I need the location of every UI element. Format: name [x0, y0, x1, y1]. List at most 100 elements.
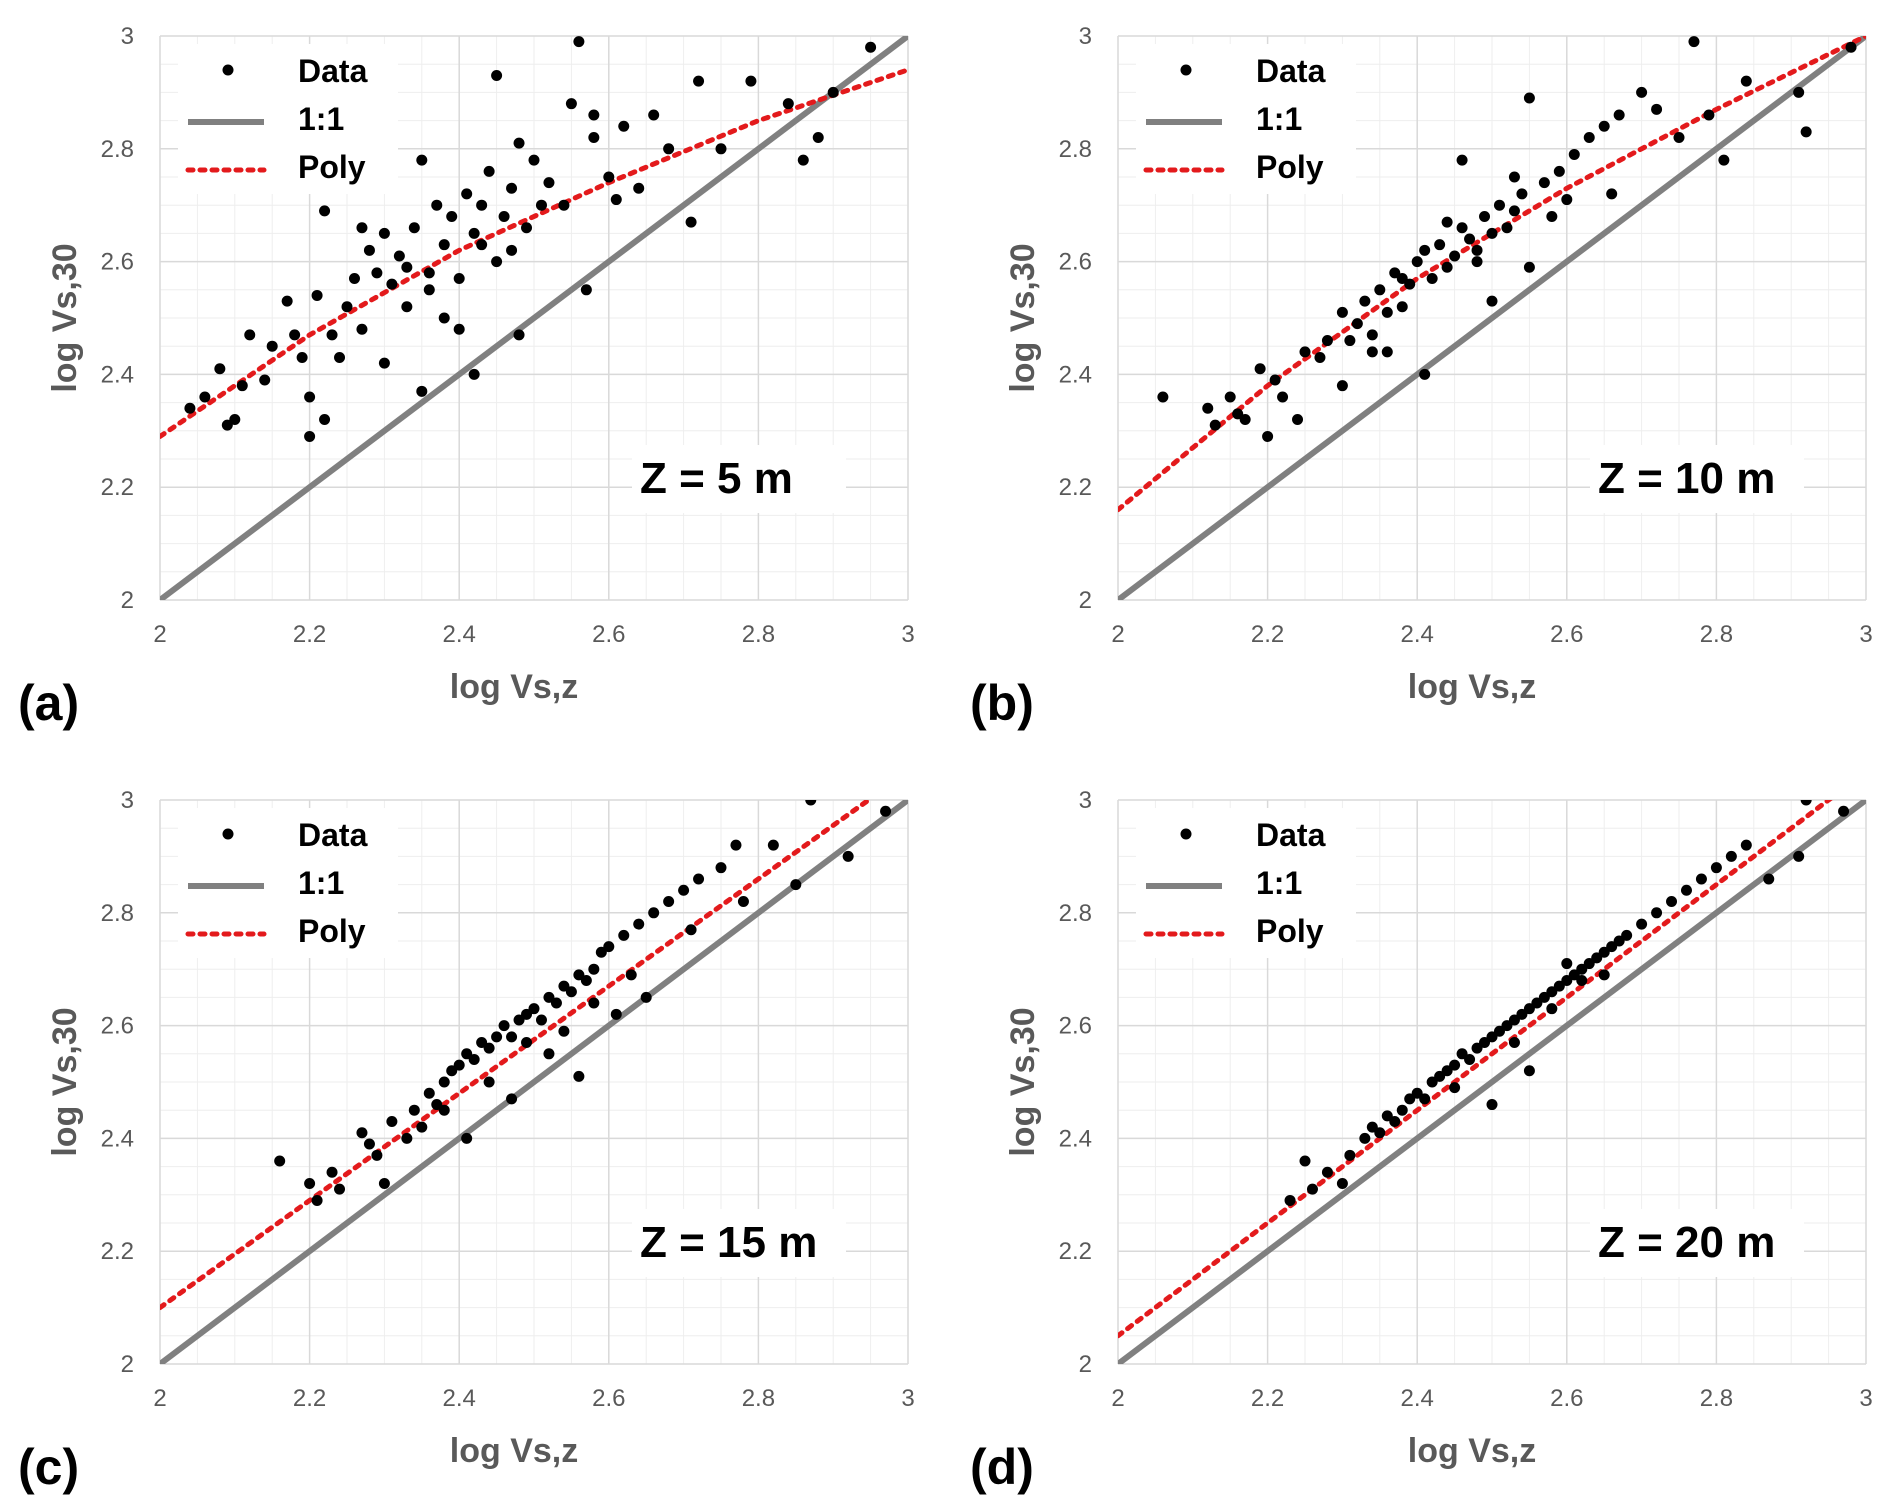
panel-label: (b): [970, 675, 1034, 731]
x-tick-label: 3: [1859, 621, 1872, 648]
data-point: [1366, 346, 1378, 358]
data-point: [618, 929, 630, 941]
data-point: [1441, 216, 1453, 228]
data-point: [476, 199, 488, 211]
data-point: [678, 884, 690, 896]
data-point: [610, 1008, 622, 1020]
legend: Data 1:1 Poly: [178, 808, 398, 958]
data-point: [378, 357, 390, 369]
data-point: [1157, 391, 1169, 403]
plot-area: [160, 800, 908, 1364]
x-tick-label: 2.2: [1251, 621, 1284, 648]
data-point: [805, 800, 817, 806]
data-point: [1471, 244, 1483, 256]
x-tick-label: 2.8: [1700, 1385, 1733, 1412]
poly-fit-curve: [1118, 800, 1833, 1339]
data-point: [1202, 402, 1214, 414]
data-point: [506, 244, 518, 256]
legend-label: 1:1: [1256, 101, 1302, 137]
data-point: [1800, 800, 1812, 806]
x-tick-label: 2.4: [1401, 621, 1434, 648]
data-point: [214, 363, 226, 375]
data-point: [1516, 188, 1528, 200]
data-point: [408, 222, 420, 234]
data-point: [618, 120, 630, 132]
y-tick-label: 2.4: [101, 1125, 134, 1152]
data-point: [1501, 222, 1513, 234]
x-axis-title: log Vs,z: [1408, 1432, 1536, 1470]
legend-marker-data: [1180, 64, 1192, 76]
data-point: [334, 351, 346, 363]
data-point: [513, 1014, 525, 1026]
x-tick-label: 3: [1859, 1385, 1872, 1412]
data-point: [1381, 306, 1393, 318]
data-point: [506, 1093, 518, 1105]
legend-label: Data: [298, 817, 368, 853]
y-tick-label: 3: [1079, 787, 1092, 814]
y-tick-label: 3: [121, 787, 134, 814]
data-point: [1553, 980, 1565, 992]
data-point: [1583, 958, 1595, 970]
data-point: [1568, 969, 1580, 981]
data-point: [1344, 1149, 1356, 1161]
plot-area: [1118, 800, 1866, 1364]
data-point: [319, 205, 331, 217]
data-point: [633, 918, 645, 930]
data-point: [356, 1127, 368, 1139]
data-point: [550, 997, 562, 1009]
panel-b: 2 2.2 2.4 2.6 2.8 3 2 2.2 2.4 2.6 2.8 3 Data 1:1 Poly Z…: [970, 23, 1873, 731]
one-to-one-line: [160, 800, 908, 1364]
data-point: [865, 41, 877, 53]
data-point: [476, 239, 488, 251]
data-point: [378, 227, 390, 239]
data-point: [663, 896, 675, 908]
data-point: [266, 340, 278, 352]
y-tick-label: 2: [1079, 1351, 1092, 1378]
data-point: [236, 380, 248, 392]
x-tick-label: 2.6: [1550, 1385, 1583, 1412]
y-axis-title: log Vs,30: [46, 1007, 84, 1156]
data-point: [431, 1099, 443, 1111]
y-tick-label: 3: [1079, 23, 1092, 50]
data-point: [812, 132, 824, 144]
data-point: [1523, 92, 1535, 104]
data-point: [393, 250, 405, 262]
data-point: [880, 805, 892, 817]
data-point: [730, 839, 742, 851]
data-point: [1449, 250, 1461, 262]
data-point: [401, 301, 413, 313]
data-point: [1239, 414, 1251, 426]
data-point: [648, 109, 660, 121]
data-point: [528, 1003, 540, 1015]
data-point: [1740, 839, 1752, 851]
x-tick-label: 3: [901, 621, 914, 648]
data-point: [1651, 907, 1663, 919]
poly-fit-curve: [160, 800, 873, 1311]
x-tick-label: 2: [1111, 621, 1124, 648]
data-point: [1419, 368, 1431, 380]
data-point: [1695, 873, 1707, 885]
data-point: [573, 36, 585, 48]
data-point: [1576, 974, 1588, 986]
data-point: [1471, 256, 1483, 268]
data-point: [685, 924, 697, 936]
x-axis-title: log Vs,z: [1408, 668, 1536, 706]
data-point: [1613, 935, 1625, 947]
data-point: [588, 109, 600, 121]
data-point: [348, 273, 360, 285]
data-point: [1479, 1037, 1491, 1049]
legend: Data 1:1 Poly: [1136, 808, 1356, 958]
data-point: [356, 323, 368, 335]
panel-label: (a): [18, 675, 79, 731]
data-point: [1673, 132, 1685, 144]
annotation-background: [1590, 445, 1804, 513]
y-tick-label: 2.6: [1059, 249, 1092, 276]
data-point: [1449, 1059, 1461, 1071]
x-tick-label: 2.2: [293, 1385, 326, 1412]
y-tick-label: 2.4: [1059, 1125, 1092, 1152]
data-point: [1651, 103, 1663, 115]
x-tick-label: 2.2: [293, 621, 326, 648]
data-point: [1538, 991, 1550, 1003]
one-to-one-line: [160, 36, 908, 600]
